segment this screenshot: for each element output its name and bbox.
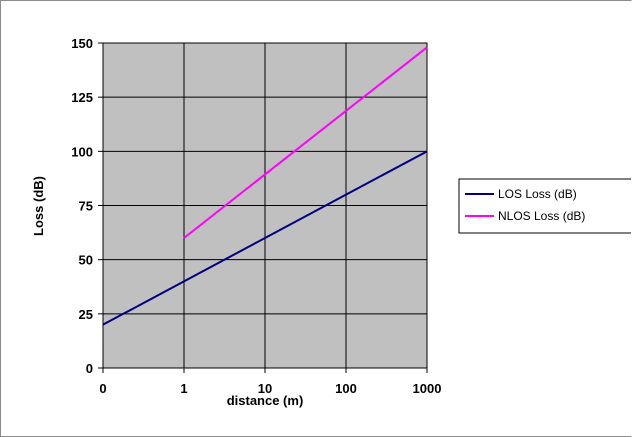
- x-tick-label: 1000: [413, 381, 442, 396]
- series-line-0: [102, 150, 428, 326]
- y-tick-label: 50: [79, 253, 93, 268]
- x-tick-label: 10: [258, 381, 272, 396]
- legend-label-1: NLOS Loss (dB): [498, 209, 585, 223]
- x-tick-label: 1: [180, 381, 187, 396]
- legend-box: [458, 178, 631, 234]
- series-line-1: [183, 46, 428, 239]
- x-axis-title: distance (m): [227, 393, 304, 408]
- legend: LOS Loss (dB) NLOS Loss (dB): [458, 178, 631, 234]
- x-tick-label: 0: [99, 381, 106, 396]
- y-tick-label: 25: [79, 307, 93, 322]
- y-tick-label: 75: [79, 199, 93, 214]
- y-axis-title: Loss (dB): [31, 176, 46, 236]
- x-tick-label: 100: [335, 381, 357, 396]
- legend-label-0: LOS Loss (dB): [498, 187, 577, 201]
- y-tick-label: 150: [71, 36, 93, 51]
- y-tick-label: 100: [71, 144, 93, 159]
- y-tick-label: 0: [86, 361, 93, 376]
- y-tick-label: 125: [71, 90, 93, 105]
